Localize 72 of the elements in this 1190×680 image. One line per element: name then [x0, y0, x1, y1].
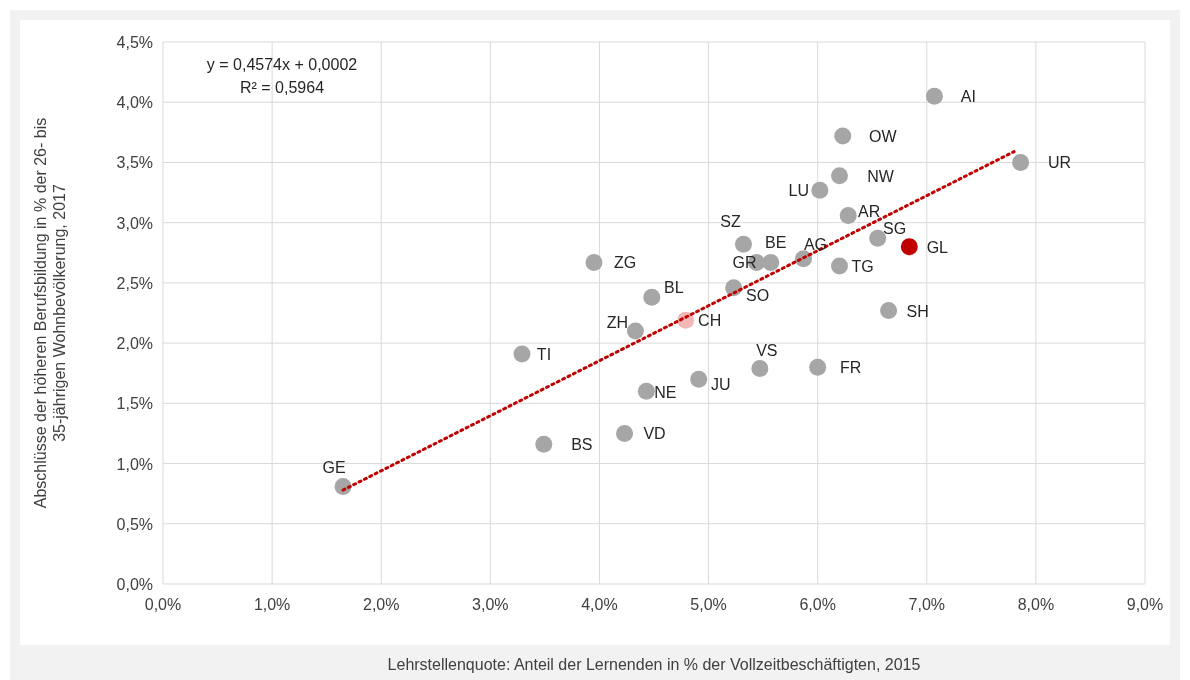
annotation: BL [664, 279, 684, 297]
point [834, 127, 852, 145]
annotation: UR [1048, 154, 1072, 172]
point [900, 238, 918, 256]
annotation: R² = 0,5964 [239, 79, 325, 96]
point [830, 167, 848, 185]
y-tick-label: 3,0% [116, 214, 153, 232]
annotation: NE [654, 384, 677, 402]
point [880, 302, 898, 320]
annotation: VD [643, 425, 666, 443]
y-tick-label: 4,5% [116, 34, 153, 51]
x-tick-label: 9,0% [1126, 596, 1164, 613]
y-tick-label: 0,0% [116, 576, 153, 593]
point [734, 235, 752, 253]
annotation: ZG [613, 254, 637, 272]
annotation: CH [698, 312, 722, 330]
point [643, 288, 661, 306]
x-tick-label: 1,0% [253, 596, 291, 613]
point [925, 87, 943, 105]
point [690, 370, 708, 388]
annotation: AI [960, 88, 976, 106]
x-axis-title: Lehrstellenquote: Anteil der Lernenden in % der Vollzeitbeschäftigten, 2015 [387, 656, 921, 673]
annotation: AR [858, 203, 881, 221]
y-tick-label: 0,5% [116, 515, 153, 533]
point [839, 206, 857, 224]
annotation: GL [926, 238, 949, 256]
point [830, 257, 848, 275]
annotation: SH [906, 302, 929, 320]
point [626, 322, 644, 340]
annotation: LU [788, 182, 810, 200]
annotation: BE [765, 234, 787, 252]
annotation: SG [883, 220, 907, 238]
annotation: TI [536, 345, 552, 363]
y-tick-label: 1,5% [116, 395, 153, 413]
point [1012, 153, 1030, 171]
annotation: VS [756, 342, 778, 360]
x-tick-label: 5,0% [690, 596, 727, 613]
point [809, 358, 827, 376]
annotation: SZ [720, 213, 741, 231]
annotation: y = 0,4574x + 0,0002 [206, 56, 358, 73]
annotation: ZH [606, 314, 629, 332]
point [535, 435, 553, 453]
point [811, 181, 829, 199]
x-tick-label: 4,0% [581, 596, 618, 613]
annotation: FR [840, 359, 862, 377]
annotation: TG [851, 258, 874, 276]
point [751, 359, 769, 377]
point [762, 253, 780, 271]
point [616, 424, 634, 442]
annotation: JU [710, 376, 731, 394]
annotation: AG [803, 235, 828, 253]
y-axis-title: Abschlüsse der höheren Berufsbildung in % der 26- bis 35-jährigen Wohnbevölkerung, 2017 [31, 117, 68, 509]
x-tick-label: 2,0% [362, 596, 400, 613]
x-tick-label: 8,0% [1017, 596, 1055, 613]
y-tick-label: 2,5% [116, 274, 153, 292]
point [637, 382, 655, 400]
x-tick-label: 6,0% [799, 596, 836, 613]
y-tick-label: 1,0% [116, 455, 153, 473]
x-tick-label: 7,0% [908, 596, 946, 613]
y-tick-label: 2,0% [116, 335, 153, 353]
annotation: NW [867, 167, 895, 185]
annotation: BS [571, 436, 593, 454]
point [585, 253, 603, 271]
annotation: GE [322, 459, 346, 477]
x-tick-label: 0,0% [144, 596, 182, 613]
y-tick-label: 3,5% [116, 154, 153, 172]
point [513, 345, 531, 363]
annotation: SO [746, 286, 770, 304]
y-tick-label: 4,0% [116, 94, 153, 112]
x-tick-label: 3,0% [472, 596, 509, 613]
annotation: OW [868, 127, 898, 145]
annotation: GR [732, 254, 757, 272]
